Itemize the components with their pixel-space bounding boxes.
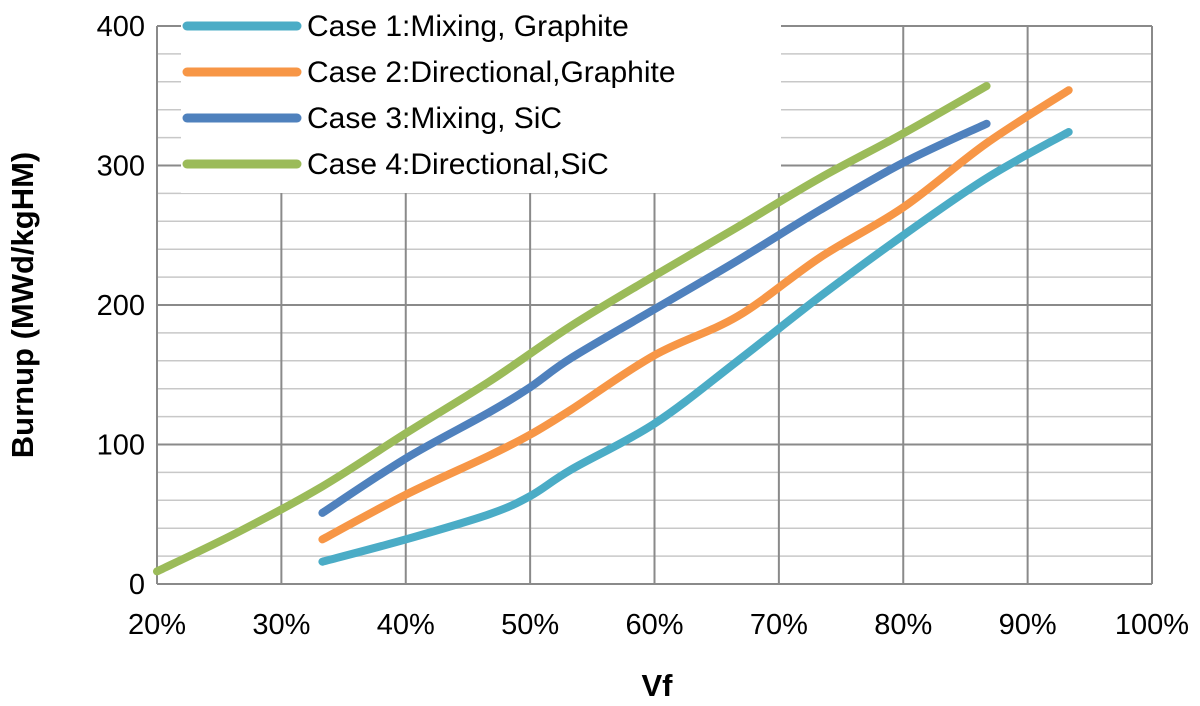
legend-label-case-4: Case 4:Directional,SiC bbox=[307, 148, 609, 181]
y-tick-label: 300 bbox=[97, 151, 145, 183]
axis-ticks: 0 100 200 300 400 20% 30% 40% 50% 60% 70% 80% 90% 100… bbox=[97, 11, 1189, 641]
x-tick-label: 50% bbox=[501, 609, 559, 641]
legend-label-case-3: Case 3:Mixing, SiC bbox=[307, 102, 562, 135]
legend: Case 1:Mixing, Graphite Case 2:Directiona… bbox=[181, 3, 781, 193]
x-tick-label: 20% bbox=[128, 609, 186, 641]
y-axis-title: Burnup (MWd/kgHM) bbox=[5, 152, 40, 458]
x-tick-label: 90% bbox=[999, 609, 1057, 641]
x-tick-label: 30% bbox=[252, 609, 310, 641]
y-tick-label: 100 bbox=[97, 430, 145, 462]
y-tick-label: 400 bbox=[97, 11, 145, 43]
series-lines bbox=[153, 82, 1073, 576]
x-axis-title: Vf bbox=[642, 668, 674, 703]
y-tick-label: 0 bbox=[129, 569, 145, 601]
x-tick-label: 70% bbox=[750, 609, 808, 641]
legend-label-case-1: Case 1:Mixing, Graphite bbox=[307, 10, 629, 43]
x-tick-label: 80% bbox=[874, 609, 932, 641]
x-tick-label: 100% bbox=[1115, 609, 1189, 641]
legend-label-case-2: Case 2:Directional,Graphite bbox=[307, 56, 676, 89]
series-line-case-1 bbox=[318, 128, 1073, 566]
x-tick-label: 40% bbox=[377, 609, 435, 641]
series-line-case-3 bbox=[318, 119, 991, 517]
x-tick-label: 60% bbox=[625, 609, 683, 641]
series-line-case-2 bbox=[318, 86, 1073, 544]
y-tick-label: 200 bbox=[97, 290, 145, 322]
series-line-case-4 bbox=[153, 82, 991, 576]
